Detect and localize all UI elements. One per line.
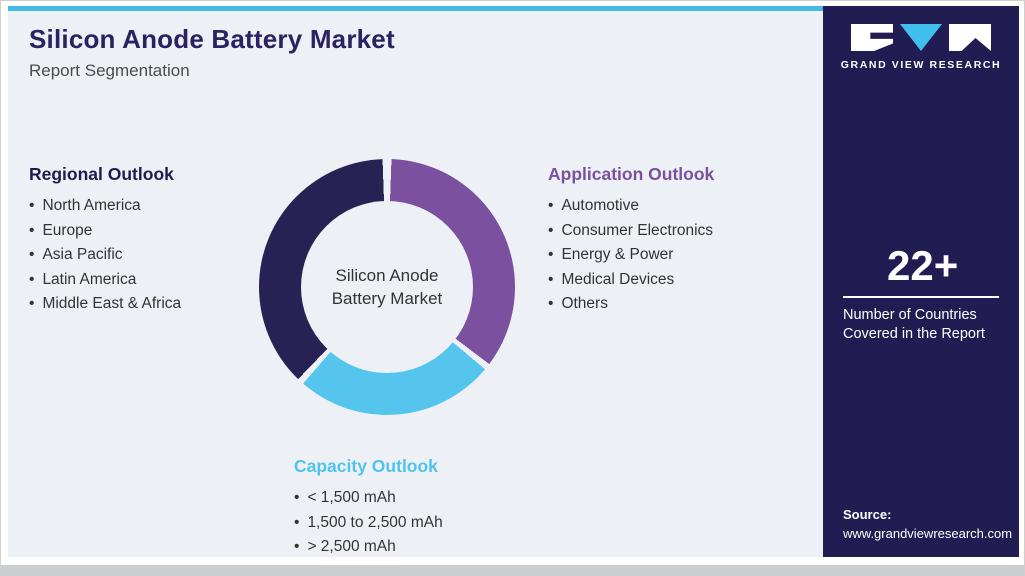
- sidebar: GRAND VIEW RESEARCH 22+ Number of Countr…: [823, 6, 1019, 557]
- application-item: Automotive: [548, 194, 714, 219]
- regional-item: Middle East & Africa: [29, 292, 181, 317]
- countries-label: Number of Countries Covered in the Repor…: [843, 307, 985, 342]
- section-application: Application Outlook Automotive Consumer …: [548, 164, 714, 317]
- application-item: Others: [548, 292, 714, 317]
- capacity-item: > 2,500 mAh: [294, 535, 443, 560]
- section-capacity: Capacity Outlook < 1,500 mAh 1,500 to 2,…: [294, 456, 443, 560]
- logo-r-shape-icon: [949, 24, 991, 51]
- section-regional: Regional Outlook North America Europe As…: [29, 164, 181, 317]
- capacity-outlook-title: Capacity Outlook: [294, 456, 438, 476]
- header: Silicon Anode Battery Market Report Segm…: [29, 24, 395, 81]
- application-item: Medical Devices: [548, 268, 714, 293]
- source-url: www.grandviewresearch.com: [843, 526, 1013, 541]
- application-item: Energy & Power: [548, 243, 714, 268]
- capacity-item: 1,500 to 2,500 mAh: [294, 511, 442, 536]
- countries-count: 22+: [887, 242, 959, 289]
- brand-name: GRAND VIEW RESEARCH: [840, 59, 1002, 71]
- countries-block: 22+ Number of Countries Covered in the R…: [823, 244, 1019, 344]
- regional-item: Latin America: [29, 268, 181, 293]
- application-outlook-title: Application Outlook: [548, 164, 715, 184]
- source-block: Source: www.grandviewresearch.com: [843, 507, 1013, 541]
- logo-g-shape-icon: [851, 24, 893, 51]
- capacity-item: < 1,500 mAh: [294, 486, 443, 511]
- divider: [843, 296, 999, 298]
- gvr-logo: [823, 24, 1019, 51]
- application-item: Consumer Electronics: [548, 219, 714, 244]
- donut-center-label: Silicon Anode Battery Market: [331, 266, 443, 308]
- regional-outlook-title: Regional Outlook: [29, 164, 174, 184]
- regional-item: Asia Pacific: [29, 243, 181, 268]
- capacity-outlook-list: < 1,500 mAh 1,500 to 2,500 mAh > 2,500 m…: [294, 486, 443, 560]
- page-title: Silicon Anode Battery Market: [29, 24, 395, 54]
- main-panel: Silicon Anode Battery Market Report Segm…: [8, 6, 823, 557]
- bottom-strip: [1, 565, 1024, 575]
- donut-chart: Silicon Anode Battery Market: [259, 159, 515, 415]
- application-outlook-list: Automotive Consumer Electronics Energy &…: [548, 194, 714, 317]
- donut-center: Silicon Anode Battery Market: [301, 201, 473, 373]
- page-subtitle: Report Segmentation: [29, 61, 190, 80]
- regional-item: North America: [29, 194, 181, 219]
- regional-outlook-list: North America Europe Asia Pacific Latin …: [29, 194, 181, 317]
- source-label: Source:: [843, 507, 892, 522]
- top-accent-bar: [8, 6, 823, 11]
- logo-v-shape-icon: [900, 24, 942, 51]
- regional-item: Europe: [29, 219, 181, 244]
